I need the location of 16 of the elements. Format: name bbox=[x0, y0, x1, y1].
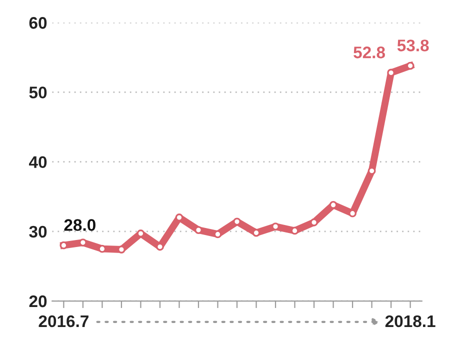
y-tick-label: 40 bbox=[28, 156, 47, 168]
y-tick-label: 30 bbox=[29, 226, 47, 238]
y-tick-label: 50 bbox=[29, 86, 47, 98]
point bbox=[252, 228, 260, 237]
point bbox=[194, 226, 202, 234]
data-label: 53.8 bbox=[397, 40, 429, 52]
data-label: 28.0 bbox=[64, 219, 96, 231]
data-label: 52.8 bbox=[354, 46, 385, 58]
y-tick-label: 20 bbox=[29, 295, 47, 308]
point bbox=[233, 218, 241, 226]
x-tick-label: 2018.1 bbox=[385, 315, 436, 328]
y-tick-label: 60 bbox=[29, 17, 47, 29]
point bbox=[272, 222, 280, 231]
point bbox=[406, 62, 414, 70]
x-tick-label: 2016.7 bbox=[38, 315, 88, 328]
point bbox=[310, 218, 318, 226]
